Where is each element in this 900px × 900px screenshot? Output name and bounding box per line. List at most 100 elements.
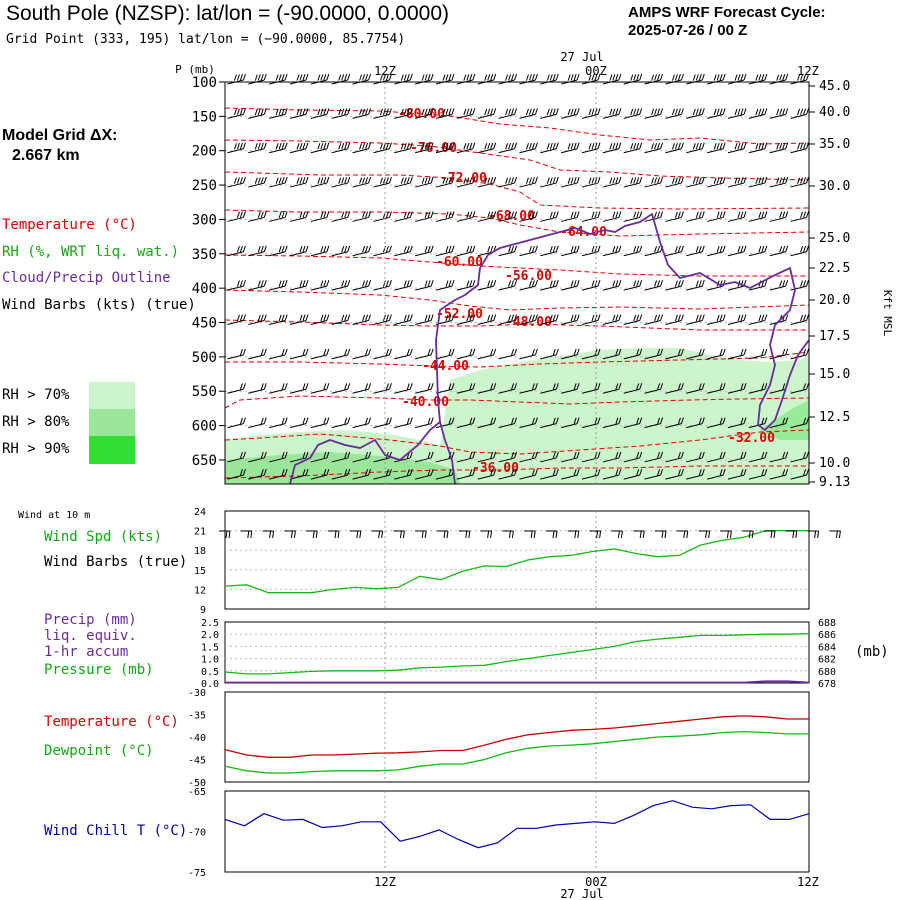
- temperature-contour-label: -60.00: [436, 255, 483, 270]
- wind-barb-flag: [490, 245, 494, 253]
- wind-barb-flag: [740, 245, 744, 253]
- wind-barb: [727, 113, 745, 119]
- wind-barb-flag: [233, 74, 237, 81]
- wind-barb-flag: [263, 314, 267, 321]
- wind-barb: [456, 148, 473, 154]
- wind-barb-flag: [594, 74, 598, 81]
- wind-barb-flag: [382, 108, 386, 115]
- wind-barb-flag: [722, 245, 726, 252]
- wind-barb-flag: [698, 211, 702, 218]
- wind-barb-flag: [597, 108, 601, 115]
- wind-barb: [352, 474, 369, 480]
- wind-barb-flag: [743, 468, 747, 476]
- wind-barb-flag: [239, 74, 243, 81]
- wind-barb-flag: [514, 468, 518, 476]
- wind-barb-flag: [764, 245, 768, 252]
- wind-barb-flag: [242, 348, 246, 356]
- height-tick-label: 17.5: [819, 329, 850, 344]
- wind-barb-flag: [740, 108, 744, 115]
- wind-barb-flag: [362, 314, 366, 322]
- wind-barb-flag: [525, 177, 529, 184]
- wind-10m-barb-flag: [683, 530, 686, 539]
- wind-barb-flag: [660, 176, 664, 184]
- wind-barb-flag: [692, 108, 696, 116]
- wind-barb-flag: [427, 383, 431, 390]
- height-tick-label: 20.0: [819, 293, 850, 308]
- wind-barb-flag: [341, 177, 345, 184]
- wind-barb-flag: [362, 177, 366, 184]
- temperature-tick-label: -35: [188, 711, 206, 722]
- wind-barb-flag: [493, 383, 497, 390]
- wind-barb-flag: [552, 142, 556, 150]
- wind-barb-flag: [761, 469, 765, 476]
- wind-barb-flag: [466, 246, 470, 253]
- wind-barb: [644, 354, 661, 360]
- wind-barb-flag: [511, 280, 515, 287]
- wind-barb: [394, 216, 411, 222]
- wind-barb-flag: [806, 245, 810, 252]
- wind-barb-flag: [555, 108, 559, 115]
- wind-barb-flag: [633, 280, 637, 287]
- wind-barb-flag: [323, 177, 327, 184]
- wind-barb-flag: [430, 468, 434, 476]
- wind-barb: [289, 251, 307, 257]
- wind-barb-flag: [567, 108, 571, 116]
- wind-barb: [394, 113, 411, 119]
- wind-barb-flag: [534, 383, 538, 390]
- wind-barb: [769, 457, 786, 463]
- pressure-tick-label: 682: [818, 655, 836, 666]
- wind-barb-flag: [591, 108, 595, 115]
- wind-barb-flag: [323, 451, 327, 459]
- wind-barb-flag: [368, 451, 372, 459]
- wind-barb-flag: [594, 383, 598, 390]
- wind-barb-flag: [341, 246, 345, 253]
- wind-barb-flag: [514, 417, 518, 424]
- wind-barb-flag: [379, 143, 383, 150]
- wind-barb-flag: [326, 451, 330, 459]
- wind-barb-flag: [615, 314, 619, 321]
- wind-barb-flag: [737, 211, 741, 218]
- windchill-tick-label: -70: [188, 828, 206, 839]
- wind-10m-barb-flag: [552, 530, 555, 539]
- wind-barb: [727, 320, 745, 325]
- wind-barb-flag: [490, 142, 494, 150]
- rh70-swatch: [89, 382, 135, 409]
- precip-tick-label: 2.5: [201, 618, 219, 629]
- wind-barb-flag: [254, 74, 258, 81]
- wind-barb: [707, 388, 724, 394]
- wind-barb-flag: [305, 279, 309, 287]
- wind-barb-flag: [797, 74, 801, 81]
- wind-barb-flag: [588, 143, 592, 150]
- wind-barb: [415, 457, 432, 463]
- wind-barb: [435, 148, 453, 154]
- wind-barb-flag: [552, 245, 556, 253]
- wind-barb-flag: [761, 451, 765, 459]
- wind-barb: [727, 285, 745, 291]
- wind-barb-flag: [674, 211, 678, 218]
- wind-barb-flag: [463, 108, 467, 116]
- wind-barb-flag: [701, 73, 705, 81]
- wind-barb-flag: [406, 314, 410, 321]
- wind-barb-flag: [618, 211, 622, 218]
- wind-barb-flag: [403, 314, 407, 322]
- wind-barb-flag: [368, 468, 372, 476]
- wind-barb-flag: [469, 211, 473, 218]
- legend-rh: RH (%, WRT liq. wat.): [2, 244, 180, 260]
- wind-10m-barb-flag: [577, 530, 580, 539]
- height-tick-label: 35.0: [819, 137, 850, 152]
- wind-barb-flag: [671, 108, 675, 116]
- wind-10m-barb-flag: [835, 530, 838, 539]
- wind-barb-flag: [448, 142, 452, 150]
- wind-barb-flag: [421, 177, 425, 184]
- wind-barb: [477, 354, 494, 360]
- windchill-panel: -75-70-65: [188, 787, 810, 879]
- wind-barb-flag: [531, 280, 535, 287]
- wind-barb-flag: [484, 143, 488, 150]
- wind-barb: [331, 457, 348, 463]
- wind-barb-flag: [487, 177, 491, 184]
- wind-barb-flag: [469, 177, 473, 184]
- wind-barb-flag: [281, 469, 285, 476]
- wind-barb-flag: [278, 211, 282, 218]
- wind-barb-flag: [573, 211, 577, 218]
- wind-barb-flag: [576, 211, 580, 218]
